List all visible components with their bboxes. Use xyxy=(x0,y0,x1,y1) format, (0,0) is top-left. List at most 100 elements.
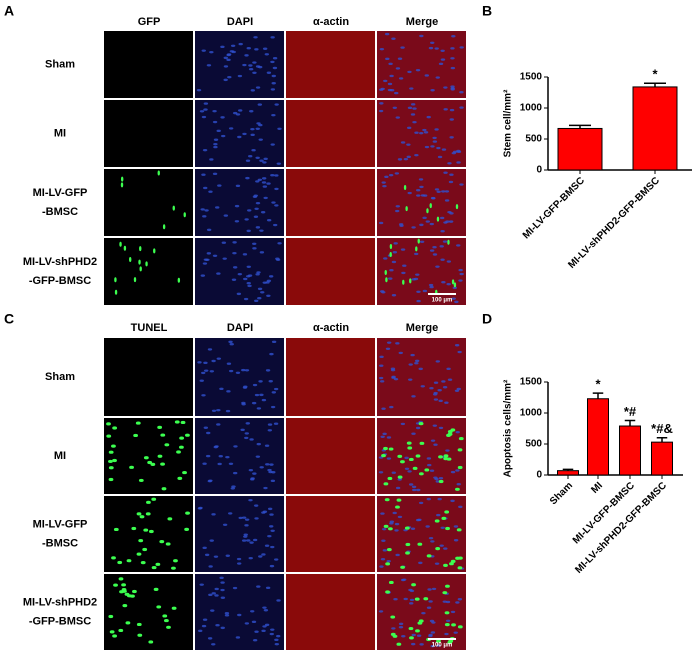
nucleus xyxy=(269,352,274,356)
nucleus xyxy=(449,173,454,176)
green-cell xyxy=(436,216,440,222)
nucleus xyxy=(274,638,279,642)
nucleus xyxy=(244,518,250,521)
nucleus xyxy=(237,74,243,78)
micrograph xyxy=(286,31,375,98)
nucleus xyxy=(450,499,455,503)
nucleus xyxy=(430,540,435,543)
bar xyxy=(619,425,641,476)
nucleus xyxy=(446,367,451,371)
nucleus xyxy=(427,463,432,467)
green-cell xyxy=(451,623,456,627)
nucleus xyxy=(244,218,249,221)
nucleus xyxy=(443,547,448,550)
nucleus xyxy=(255,201,261,205)
nucleus xyxy=(389,405,394,409)
nucleus xyxy=(256,442,261,446)
row-label: MI-LV-shPHD2 xyxy=(23,256,97,268)
green-cell xyxy=(423,597,429,601)
nucleus xyxy=(270,88,276,91)
x-tick-label: Sham xyxy=(548,480,575,507)
y-axis-label: Stem cell/mm² xyxy=(503,89,514,157)
green-cell xyxy=(414,597,420,601)
nucleus xyxy=(244,622,250,625)
nucleus xyxy=(440,58,446,61)
nucleus xyxy=(270,529,275,532)
green-cell xyxy=(125,621,131,625)
nucleus xyxy=(265,586,271,590)
nucleus xyxy=(196,88,202,92)
green-cell xyxy=(157,170,160,176)
nucleus xyxy=(234,220,240,223)
nucleus xyxy=(385,347,391,350)
nucleus xyxy=(381,181,386,184)
nucleus xyxy=(271,391,277,394)
nucleus xyxy=(266,182,271,185)
row-label: MI-LV-GFP xyxy=(33,187,88,199)
nucleus xyxy=(391,627,396,630)
nucleus xyxy=(450,610,456,614)
nucleus xyxy=(411,395,416,398)
green-cell xyxy=(113,583,118,587)
micrograph xyxy=(104,238,193,305)
nucleus xyxy=(219,387,224,391)
nucleus xyxy=(269,632,274,636)
green-cell xyxy=(173,559,178,563)
green-cell xyxy=(417,238,420,244)
row-label: -GFP-BMSC xyxy=(29,615,91,627)
nucleus xyxy=(407,106,413,110)
green-cell xyxy=(165,542,171,546)
nucleus xyxy=(422,289,428,293)
nucleus xyxy=(244,369,250,372)
nucleus xyxy=(429,249,435,252)
nucleus xyxy=(206,64,212,67)
nucleus xyxy=(437,388,442,392)
nucleus xyxy=(416,290,421,293)
nucleus xyxy=(205,454,211,458)
green-cell xyxy=(111,444,116,448)
nucleus xyxy=(203,369,209,372)
nucleus xyxy=(207,348,213,351)
nucleus xyxy=(415,273,420,276)
nucleus xyxy=(451,297,456,300)
nucleus xyxy=(252,472,257,475)
nucleus xyxy=(435,76,440,79)
nucleus xyxy=(252,61,257,64)
green-cell xyxy=(443,563,448,567)
green-cell xyxy=(122,604,128,608)
nucleus xyxy=(235,371,241,375)
nucleus xyxy=(250,610,255,613)
nucleus xyxy=(249,110,254,113)
nucleus xyxy=(391,37,396,40)
nucleus xyxy=(383,257,388,260)
nucleus xyxy=(235,184,241,188)
nucleus xyxy=(262,510,268,513)
nucleus xyxy=(397,515,403,519)
nucleus xyxy=(271,74,276,78)
green-cell xyxy=(145,512,151,516)
nucleus xyxy=(433,381,439,384)
green-cell xyxy=(122,589,127,593)
nucleus xyxy=(433,398,439,401)
nucleus xyxy=(244,432,249,435)
green-cell xyxy=(436,639,441,643)
nucleus xyxy=(422,216,427,220)
nucleus xyxy=(436,190,441,193)
nucleus xyxy=(404,467,410,470)
nucleus xyxy=(246,229,251,233)
green-cell xyxy=(389,252,392,258)
green-cell xyxy=(415,454,421,458)
green-cell xyxy=(171,606,177,610)
nucleus xyxy=(248,64,253,67)
nucleus xyxy=(403,157,409,161)
green-cell xyxy=(185,511,190,515)
nucleus xyxy=(261,181,267,184)
nucleus xyxy=(448,180,454,184)
y-axis-label: Apoptosis cells/mm² xyxy=(503,379,514,477)
column-header: α-actin xyxy=(313,322,349,334)
nucleus xyxy=(208,593,213,597)
nucleus xyxy=(245,176,250,180)
nucleus xyxy=(381,527,387,531)
nucleus xyxy=(447,210,452,214)
green-cell xyxy=(457,566,463,570)
